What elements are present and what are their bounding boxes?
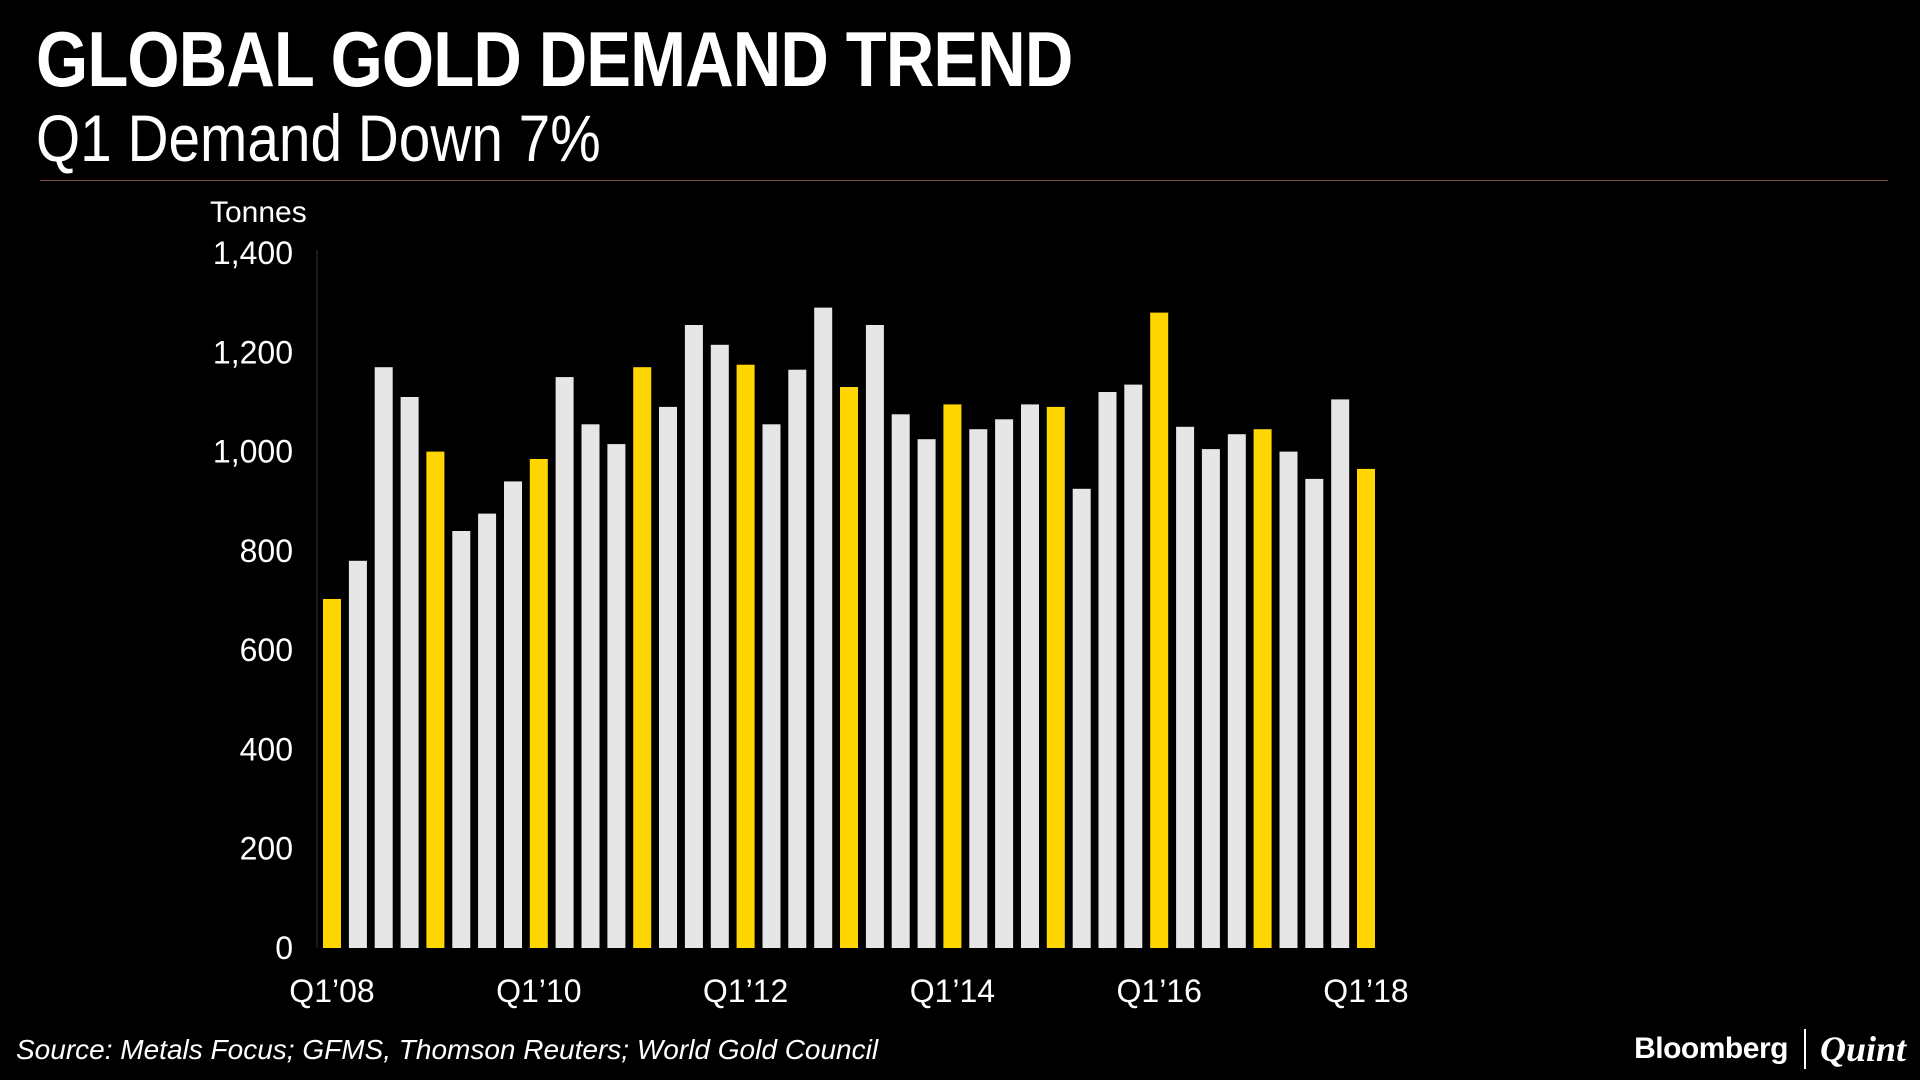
x-tick-label: Q1’16 <box>1117 973 1202 1009</box>
bar-q1-14 <box>943 404 962 948</box>
y-tick-label: 1,200 <box>213 334 293 370</box>
y-tick-label: 400 <box>240 731 293 767</box>
bar-q2-08 <box>348 560 367 948</box>
x-tick-label: Q1’14 <box>910 973 995 1009</box>
chart-title: GLOBAL GOLD DEMAND TREND <box>36 15 1073 103</box>
bar-q2-13 <box>865 325 884 948</box>
brand-separator <box>1803 1029 1806 1069</box>
bar-q2-11 <box>659 406 677 948</box>
bar-q2-09 <box>452 531 471 948</box>
bars <box>323 307 1375 949</box>
x-tick-label: Q1’08 <box>289 973 374 1009</box>
bar-q3-16 <box>1201 449 1220 948</box>
y-tick-label: 200 <box>240 831 293 867</box>
bar-q4-13 <box>917 439 936 948</box>
x-axis-ticks: Q1’08 Q1’10 Q1’12 Q1’14 Q1’16 Q1’18 <box>289 973 1408 1009</box>
y-tick-label: 1,000 <box>213 434 293 470</box>
bar-q3-17 <box>1305 478 1324 948</box>
title-divider <box>40 180 1888 181</box>
source-note: Source: Metals Focus; GFMS, Thomson Reut… <box>16 1034 879 1065</box>
bar-q3-14 <box>995 419 1014 948</box>
bar-q1-09 <box>426 451 445 948</box>
x-tick-label: Q1’10 <box>496 973 581 1009</box>
bar-q2-10 <box>555 377 574 949</box>
bar-q2-17 <box>1279 451 1298 948</box>
bar-q2-15 <box>1072 488 1091 948</box>
bar-q4-08 <box>400 397 419 948</box>
y-tick-label: 800 <box>240 533 293 569</box>
brand-quint: Quint <box>1819 1029 1906 1069</box>
x-tick-label: Q1’18 <box>1323 973 1408 1009</box>
y-tick-label: 600 <box>240 632 293 668</box>
bar-q3-12 <box>788 369 807 948</box>
x-tick-label: Q1’12 <box>703 973 788 1009</box>
bar-q2-14 <box>969 429 988 948</box>
bar-q4-14 <box>1021 404 1039 948</box>
bar-q3-10 <box>581 424 600 948</box>
bar-q4-12 <box>814 307 833 949</box>
brand-logo: Bloomberg Quint <box>1634 1028 1906 1070</box>
bar-q4-09 <box>504 481 522 948</box>
bar-q1-11 <box>633 367 652 948</box>
bar-q1-12 <box>736 364 755 948</box>
bar-q3-13 <box>891 414 910 948</box>
bar-q2-12 <box>762 424 781 948</box>
bar-q2-16 <box>1176 426 1195 949</box>
bar-q4-16 <box>1227 434 1246 948</box>
brand-bloomberg: Bloomberg <box>1634 1032 1788 1065</box>
bar-q4-15 <box>1124 384 1143 949</box>
bar-q1-18 <box>1357 468 1375 948</box>
bar-q3-09 <box>478 513 497 948</box>
bar-q4-11 <box>710 344 729 948</box>
bar-q3-15 <box>1098 392 1117 948</box>
y-tick-label: 0 <box>275 930 293 966</box>
y-axis-ticks: 0 200 400 600 800 1,000 1,200 1,400 <box>213 235 293 966</box>
bar-q1-13 <box>840 387 858 948</box>
y-axis-title: Tonnes <box>210 196 307 229</box>
chart-subtitle: Q1 Demand Down 7% <box>36 101 601 175</box>
bar-q1-17 <box>1253 429 1272 948</box>
bar-q1-15 <box>1046 406 1065 948</box>
bar-q4-10 <box>607 444 626 948</box>
bar-q3-08 <box>374 367 393 948</box>
bar-q4-17 <box>1331 399 1350 948</box>
bar-q1-16 <box>1150 312 1169 949</box>
bar-q3-11 <box>684 325 703 948</box>
bar-q1-10 <box>529 459 548 948</box>
y-tick-label: 1,400 <box>213 235 293 271</box>
bar-q1-08 <box>323 599 341 948</box>
